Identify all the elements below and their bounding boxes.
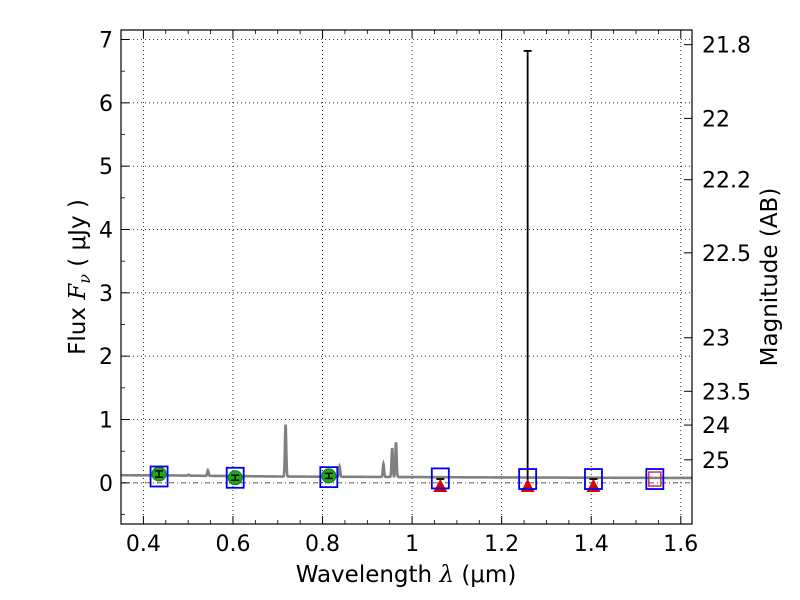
y2-tick-label: 24: [702, 414, 730, 439]
y2-tick-label: 23: [702, 327, 730, 352]
plot-area: [121, 50, 692, 492]
x-tick-label: 0.4: [126, 532, 161, 557]
model-band-marker: [584, 468, 603, 490]
model-band-marker: [225, 466, 245, 489]
y2-tick-label: 22.2: [702, 169, 751, 194]
x-tick-label: 1.2: [484, 532, 519, 557]
y-tick-label: 7: [99, 29, 113, 54]
y-tick-label: 6: [99, 92, 113, 117]
y-tick-label: 2: [99, 345, 113, 370]
x-axis-label: Wavelength λ (μm): [296, 562, 517, 588]
y2-tick-label: 21.8: [702, 34, 751, 59]
y2-axis-label: Magnitude (AB): [757, 188, 783, 367]
y-tick-label: 3: [99, 282, 113, 307]
excluded-band-outer-marker: [645, 468, 665, 490]
y2-tick-label: 22.5: [702, 242, 751, 267]
y-tick-label: 4: [99, 219, 113, 244]
y-tick-label: 5: [99, 155, 113, 180]
y2-tick-label: 23.5: [702, 380, 751, 405]
y2-tick-label: 25: [702, 449, 730, 474]
plot-frame: [120, 29, 693, 525]
x-tick-label: 1.6: [663, 532, 698, 557]
x-tick-label: 1.4: [574, 532, 609, 557]
x-tick-label: 0.6: [215, 532, 250, 557]
model-spectrum-line: [121, 424, 692, 480]
y-tick-label: 1: [99, 409, 113, 434]
model-band-marker: [430, 467, 450, 490]
model-band-marker: [518, 468, 538, 490]
model-band-marker: [149, 465, 169, 488]
model-band-marker: [319, 466, 339, 489]
y-tick-label: 0: [99, 472, 113, 497]
x-tick-label: 1: [405, 532, 419, 557]
x-tick-label: 0.8: [305, 532, 340, 557]
y2-tick-label: 22: [702, 107, 730, 132]
excluded-band-marker: [648, 471, 662, 487]
y-axis-label: Flux Fν ( μJy ): [65, 199, 94, 355]
